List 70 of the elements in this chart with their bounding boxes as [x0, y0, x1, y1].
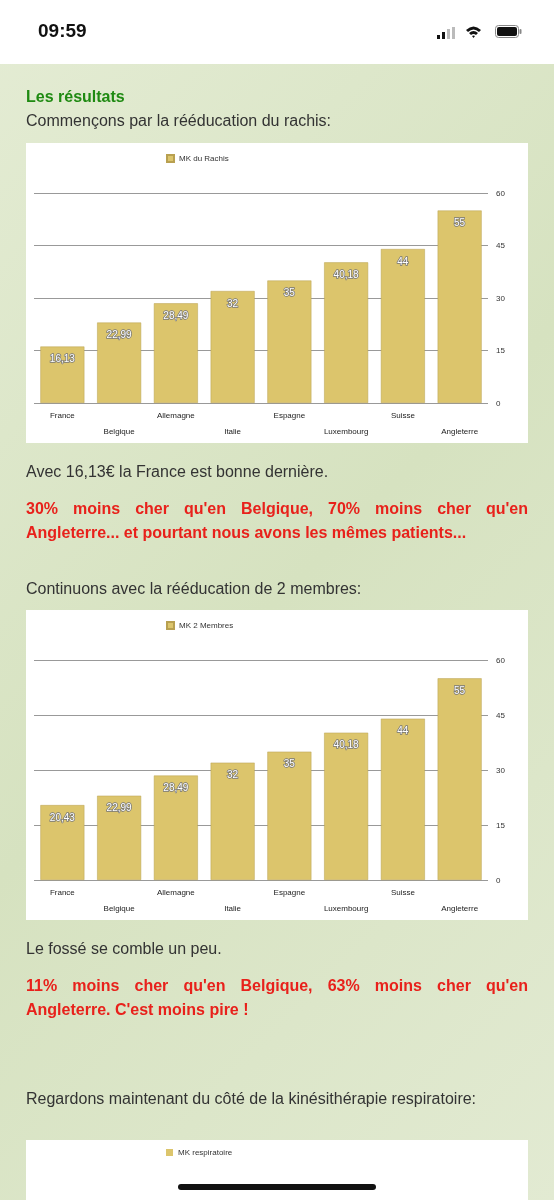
y-tick-label: 45 [496, 710, 506, 720]
x-tick-label: Belgique [103, 903, 136, 913]
data-label: 35 [283, 758, 296, 770]
y-tick-label: 0 [496, 875, 501, 885]
chart-subtitle: Continuons avec la rééducation de 2 membres: [26, 580, 362, 598]
data-label: 22,99 [106, 329, 133, 341]
text: MK respiratoire [178, 1148, 233, 1157]
data-label: 40,18 [333, 268, 360, 280]
y-tick-label: 0 [496, 398, 501, 408]
bar [437, 678, 482, 880]
bar [97, 795, 142, 880]
data-label: 28,49 [163, 309, 189, 321]
x-tick-label: Belgique [103, 426, 136, 436]
data-label: 44 [397, 725, 409, 737]
x-tick-label: Italie [224, 903, 242, 913]
bar [267, 751, 312, 880]
data-label: 55 [454, 684, 466, 696]
y-tick-label: 30 [496, 293, 506, 303]
bar [97, 322, 142, 403]
y-tick-label: 15 [496, 346, 506, 355]
legend-label: MK 2 Membres [179, 621, 234, 630]
chart-subtitle: Commençons par la rééducation du rachis: [26, 112, 332, 130]
x-tick-label: Allemagne [156, 887, 196, 897]
x-tick-label: Luxembourg [323, 903, 369, 913]
y-tick-label: 30 [496, 765, 506, 775]
x-tick-label: France [49, 887, 76, 897]
data-label: 32 [227, 769, 239, 781]
bar [380, 718, 425, 880]
data-label: 32 [227, 297, 239, 309]
data-label: 20,43 [49, 811, 76, 823]
bar [267, 280, 312, 403]
chart-title: Les résultats [26, 88, 125, 106]
bar [437, 210, 482, 403]
x-tick-label: Espagne [273, 410, 306, 420]
text: Regardons maintenant du côté de la kinésithérapie respiratoire: [26, 1090, 477, 1108]
bar [153, 303, 198, 403]
bar [324, 732, 369, 880]
y-tick-label: 60 [496, 655, 506, 665]
data-label: 16,13 [49, 353, 76, 365]
bar [40, 805, 85, 880]
x-tick-label: Espagne [273, 887, 306, 897]
data-label: 22,99 [106, 802, 133, 814]
bar [210, 762, 255, 880]
x-tick-label: Italie [224, 426, 242, 436]
x-tick-label: Suisse [390, 410, 416, 420]
x-tick-label: Angleterre [441, 903, 479, 913]
bar [153, 775, 198, 880]
x-tick-label: Allemagne [156, 410, 196, 420]
x-tick-label: Angleterre [441, 426, 479, 436]
bar [380, 249, 425, 403]
data-label: 28,49 [163, 782, 189, 794]
data-label: 40,18 [333, 739, 360, 751]
text: Avec 16,13€ la France est bonne dernière. [26, 463, 330, 481]
x-tick-label: France [49, 410, 76, 420]
y-tick-label: 45 [496, 241, 506, 250]
y-tick-label: 15 [496, 820, 506, 830]
legend-label: MK du Rachis [179, 154, 229, 163]
x-tick-label: Luxembourg [323, 426, 369, 436]
bar [40, 346, 85, 403]
data-label: 55 [454, 217, 466, 228]
y-tick-label: 60 [496, 188, 506, 198]
text: 30% moins cher qu'en Belgique, 70% moins cher qu'en Angleterre... et pourtant nous avons les mêmes patients... [26, 499, 528, 543]
data-label: 44 [397, 255, 409, 267]
bar [210, 291, 255, 403]
text: Le fossé se comble un peu. [26, 940, 223, 958]
data-label: 35 [283, 287, 296, 298]
x-tick-label: Suisse [390, 887, 416, 897]
text: 09:59 [38, 20, 87, 42]
bar [324, 262, 369, 403]
text: 11% moins cher qu'en Belgique, 63% moins cher qu'en Angleterre. C'est moins pire ! [26, 976, 528, 1020]
